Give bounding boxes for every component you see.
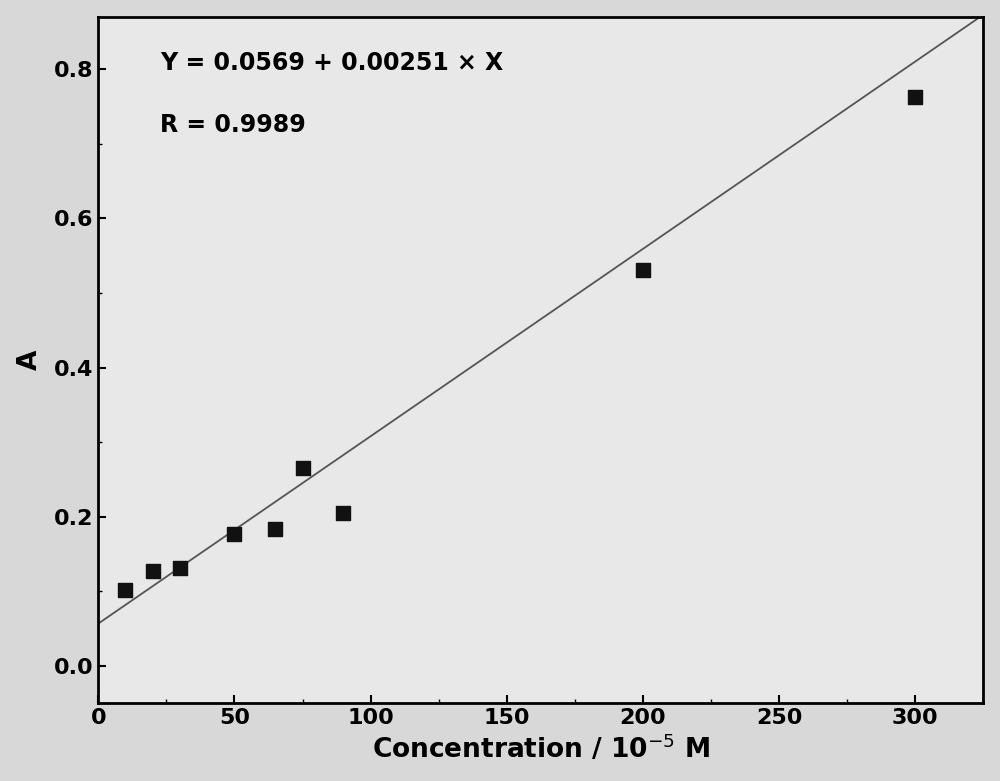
Point: [117, 583, 133, 596]
Point: [172, 562, 188, 574]
Y-axis label: A: A: [17, 350, 43, 370]
Point: [295, 462, 311, 475]
X-axis label: Concentration / 10$^{-5}$ M: Concentration / 10$^{-5}$ M: [372, 734, 710, 765]
Text: R = 0.9989: R = 0.9989: [160, 112, 306, 137]
Point: [145, 565, 161, 577]
Point: [335, 507, 351, 519]
Point: [226, 528, 242, 540]
Point: [267, 522, 283, 535]
Point: [635, 264, 651, 276]
Text: Y = 0.0569 + 0.00251 × X: Y = 0.0569 + 0.00251 × X: [160, 51, 503, 75]
Point: [907, 91, 923, 104]
